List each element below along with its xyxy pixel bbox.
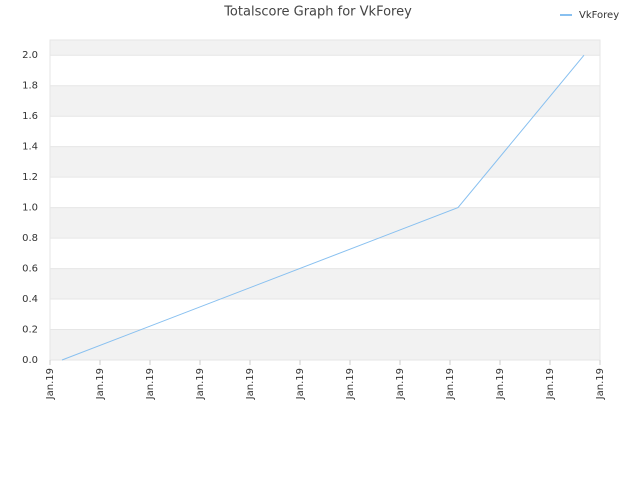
- x-tick-label: Jan.19: [245, 368, 256, 400]
- x-tick-label: Jan.19: [595, 368, 606, 400]
- legend-label: VkForey: [579, 10, 619, 21]
- y-tick-label: 0.6: [22, 264, 38, 275]
- x-tick-label: Jan.19: [145, 368, 156, 400]
- y-tick-label: 0.8: [22, 233, 38, 244]
- chart-title: Totalscore Graph for VkForey: [223, 5, 412, 20]
- x-tick-label: Jan.19: [445, 368, 456, 400]
- x-tick-label: Jan.19: [95, 368, 106, 400]
- band: [50, 329, 600, 360]
- x-tick-label: Jan.19: [295, 368, 306, 400]
- y-tick-label: 1.2: [22, 172, 38, 183]
- y-tick-label: 1.0: [22, 203, 38, 214]
- band: [50, 207, 600, 239]
- band: [50, 268, 600, 300]
- line: [61, 54, 585, 361]
- band: [50, 40, 600, 56]
- x-tick-label: Jan.19: [195, 368, 206, 400]
- x-tick-label: Jan.19: [45, 368, 56, 400]
- y-tick-label: 0.2: [22, 325, 38, 336]
- y-tick-label: 0.4: [22, 294, 38, 305]
- y-tick-label: 1.8: [22, 81, 38, 92]
- y-tick-label: 1.6: [22, 111, 38, 122]
- y-tick-label: 0.0: [22, 355, 38, 366]
- y-tick-label: 2.0: [22, 50, 38, 61]
- band: [50, 85, 600, 117]
- x-tick-label: Jan.19: [495, 368, 506, 400]
- x-tick-label: Jan.19: [345, 368, 356, 400]
- y-tick-label: 1.4: [22, 142, 38, 153]
- x-tick-label: Jan.19: [545, 368, 556, 400]
- x-tick-label: Jan.19: [395, 368, 406, 400]
- band: [50, 146, 600, 178]
